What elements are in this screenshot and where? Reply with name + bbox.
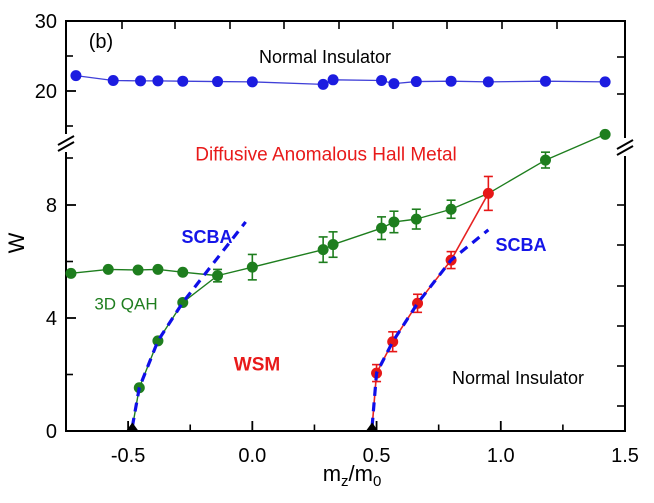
y-axis-break-icon (57, 141, 75, 152)
series-ni_dahm-point (70, 70, 82, 82)
series-qah_dahm-point (132, 264, 144, 276)
x-axis-title-slash-m: /m (348, 460, 373, 486)
x-axis-title: mz/m0 (322, 460, 382, 491)
series-ni_dahm-point (376, 75, 388, 86)
series-scba_right-dashed-line (370, 228, 490, 427)
series-ni_dahm-point (388, 78, 400, 90)
series-qah_dahm-point (102, 263, 114, 275)
series-ni_dahm-point (246, 76, 258, 88)
series-wsm_ni-point (482, 187, 494, 199)
series-qah_dahm-point (539, 154, 551, 166)
region-label-diffusive-anomalous-hall-metal: Diffusive Anomalous Hall Metal (195, 144, 457, 166)
plot-frame (65, 20, 626, 432)
clean-limit-triangle-icon (366, 422, 378, 430)
x-axis-title-sub-z: z (341, 473, 349, 491)
clean-limit-triangle-icon (126, 422, 138, 430)
series-qah_dahm-point (410, 213, 422, 225)
series-qah_dahm-point (327, 239, 339, 251)
x-axis-title-sub-0: 0 (372, 473, 382, 491)
series-qah_dahm-point (445, 203, 457, 215)
y-axis-break-right-icon (616, 145, 634, 156)
series-ni_dahm-point (212, 76, 224, 88)
x-tick-label: 0.5 (363, 445, 391, 467)
series-ni_dahm-point (152, 75, 164, 87)
series-ni_dahm-point (327, 74, 339, 86)
series-ni_dahm-point (177, 75, 189, 87)
scba-label-left: SCBA (181, 227, 233, 247)
series-qah_dahm-point (388, 216, 400, 228)
x-tick-label: 1.0 (487, 445, 515, 467)
y-axis-break-icon (57, 135, 75, 146)
region-label-normal-insulator-top: Normal Insulator (258, 47, 392, 67)
y-axis-title: W (4, 232, 29, 254)
y-tick-label: 30 (35, 11, 57, 33)
series-ni_dahm-point (317, 78, 329, 90)
series-ni_dahm-point (482, 76, 494, 88)
series-qah_dahm-line (70, 133, 606, 277)
series-ni_dahm-point (410, 76, 422, 88)
series-qah_dahm-point (246, 261, 258, 273)
region-label-wsm: WSM (233, 354, 281, 376)
series-ni_dahm-point (539, 75, 551, 87)
series-ni_dahm-point (107, 75, 119, 86)
y-tick-label: 4 (46, 308, 57, 330)
y-tick-label: 20 (35, 81, 57, 103)
panel-label: (b) (88, 31, 114, 53)
y-axis-break-right-icon (616, 139, 634, 150)
series-ni_dahm-point (445, 75, 457, 87)
series-ni_dahm-point (135, 75, 147, 87)
series-ni_dahm-point (599, 76, 611, 88)
x-axis-title-m: m (322, 460, 342, 486)
series-qah_dahm-point (65, 267, 77, 279)
series-qah_dahm-point (376, 222, 388, 234)
series-qah_dahm-point (152, 263, 164, 275)
x-tick-label: 1.5 (611, 445, 639, 467)
series-scba_left-dashed-line (130, 220, 247, 428)
series-qah_dahm-point (212, 270, 224, 282)
x-tick-label: 0.0 (238, 445, 266, 467)
series-wsm_ni-line (371, 193, 490, 428)
y-tick-label: 0 (46, 421, 57, 443)
y-tick-label: 8 (46, 195, 57, 217)
region-label-3d-qah: 3D QAH (94, 294, 158, 314)
series-qah_dahm-point (317, 244, 329, 256)
scba-label-right: SCBA (495, 235, 547, 255)
x-tick-label: -0.5 (111, 445, 145, 467)
region-label-normal-insulator-bottom: Normal Insulator (451, 368, 585, 388)
series-qah_dahm-point (599, 128, 611, 140)
series-qah_dahm-point (177, 266, 189, 278)
